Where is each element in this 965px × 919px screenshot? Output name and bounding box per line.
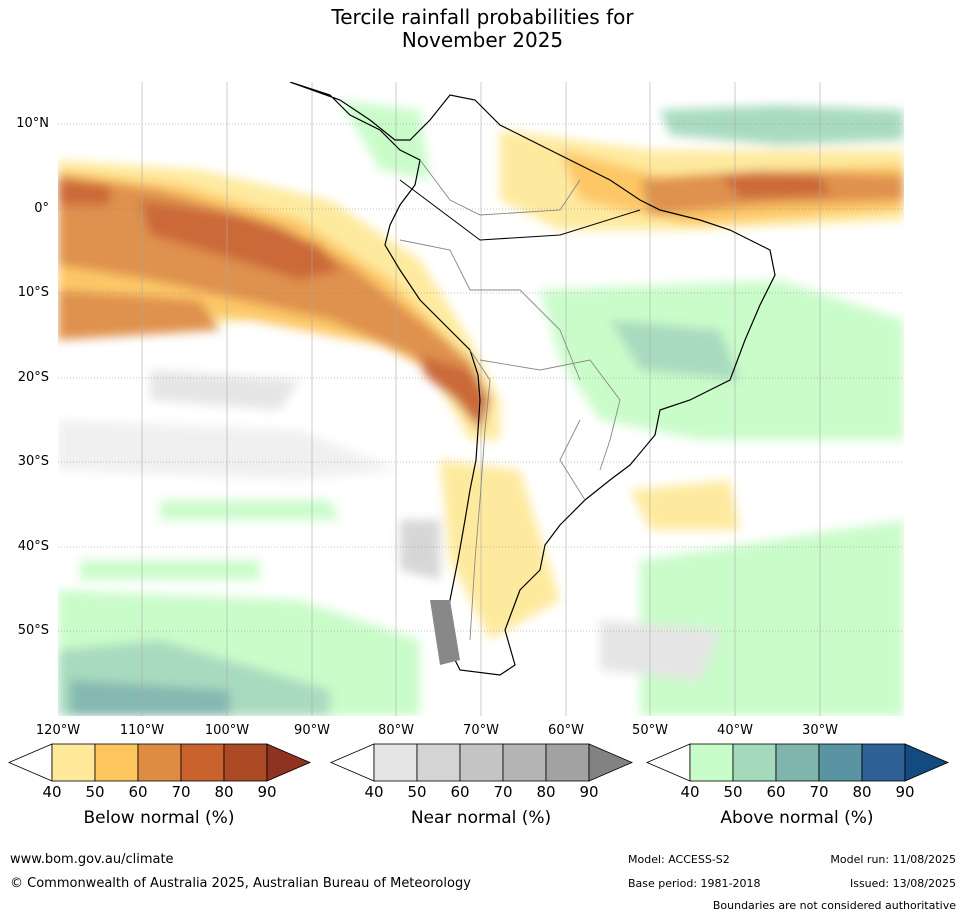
colorbar-below-segment <box>51 743 96 782</box>
colorbar-near-segment <box>459 743 504 782</box>
lon-label-80w: 80°W <box>378 723 414 738</box>
colorbar-below-segment <box>180 743 225 782</box>
colorbar-above-arrow-left <box>645 743 691 782</box>
colorbar-label-above: Above normal (%) <box>720 808 874 828</box>
colorbar-near-arrow-right <box>588 743 634 782</box>
lat-label-50s: 50°S <box>17 623 49 638</box>
colorbar-near-arrow-left <box>329 743 375 782</box>
lat-label-40s: 40°S <box>17 539 49 554</box>
colorbar-near-tick: 70 <box>493 783 513 801</box>
lon-label-50w: 50°W <box>632 723 668 738</box>
lat-label-10n: 10°N <box>16 116 49 131</box>
colorbar-above-segment <box>775 743 820 782</box>
lon-label-90w: 90°W <box>294 723 330 738</box>
lat-label-10s: 10°S <box>17 285 49 300</box>
colorbar-near-tick: 80 <box>536 783 556 801</box>
map-title-line1: Tercile rainfall probabilities for <box>331 5 634 29</box>
colorbar-above-arrow-right <box>904 743 950 782</box>
footer-issued: Issued: 13/08/2025 <box>849 877 956 890</box>
colorbar-near-segment <box>545 743 590 782</box>
probability-shading <box>58 100 904 716</box>
colorbar-below-tick: 70 <box>171 783 191 801</box>
colorbar-below-segment <box>137 743 182 782</box>
colorbar-near-segment <box>373 743 418 782</box>
colorbar-below-tick: 50 <box>85 783 105 801</box>
footer-model: Model: ACCESS-S2 <box>628 853 730 866</box>
colorbar-above-tick: 60 <box>766 783 786 801</box>
footer-url: www.bom.gov.au/climate <box>10 852 174 867</box>
colorbar-below-arrow-left <box>7 743 53 782</box>
chile-islands <box>430 600 460 665</box>
lon-label-70w: 70°W <box>463 723 499 738</box>
footer-base-period: Base period: 1981-2018 <box>628 877 761 890</box>
colorbar-near-tick: 40 <box>364 783 384 801</box>
lon-label-120w: 120°W <box>35 723 81 738</box>
lon-gridlines <box>141 82 821 716</box>
colorbar-label-below: Below normal (%) <box>83 808 235 828</box>
lon-label-30w: 30°W <box>802 723 838 738</box>
colorbar-near-segment <box>416 743 461 782</box>
colorbar-above-segment <box>818 743 863 782</box>
footer-model-run: Model run: 11/08/2025 <box>830 853 956 866</box>
colorbar-below-tick: 40 <box>42 783 62 801</box>
colorbar-near-tick: 90 <box>579 783 599 801</box>
colorbar-near-tick: 50 <box>407 783 427 801</box>
colorbar-near-segment <box>502 743 547 782</box>
footer-copyright: © Commonwealth of Australia 2025, Austra… <box>10 876 471 891</box>
footer-disclaimer: Boundaries are not considered authoritat… <box>712 899 956 912</box>
colorbar-near-tick: 60 <box>450 783 470 801</box>
lon-label-100w: 100°W <box>204 723 250 738</box>
colorbar-above-tick: 90 <box>895 783 915 801</box>
lat-label-30s: 30°S <box>17 454 49 469</box>
lat-label-20s: 20°S <box>17 370 49 385</box>
lon-label-60w: 60°W <box>548 723 584 738</box>
colorbar-above-tick: 70 <box>809 783 829 801</box>
map-title-line2: November 2025 <box>401 28 564 52</box>
colorbar-above-tick: 80 <box>852 783 872 801</box>
colorbar-label-near: Near normal (%) <box>410 808 552 828</box>
colorbar-above-segment <box>732 743 777 782</box>
country-borders <box>399 159 621 641</box>
colorbar-below-segment <box>94 743 139 782</box>
lon-label-40w: 40°W <box>717 723 753 738</box>
colorbar-below-tick: 60 <box>128 783 148 801</box>
colorbar-below-tick: 90 <box>257 783 277 801</box>
colorbar-below-arrow-right <box>266 743 312 782</box>
colorbar-below-tick: 80 <box>214 783 234 801</box>
south-america-coastline <box>289 82 776 676</box>
colorbar-above-segment <box>861 743 906 782</box>
colorbar-above-tick: 50 <box>723 783 743 801</box>
colorbar-above-segment <box>689 743 734 782</box>
colorbar-below-segment <box>223 743 268 782</box>
lon-label-110w: 110°W <box>119 723 165 738</box>
lat-label-0: 0° <box>34 201 49 216</box>
colorbar-above-tick: 40 <box>680 783 700 801</box>
